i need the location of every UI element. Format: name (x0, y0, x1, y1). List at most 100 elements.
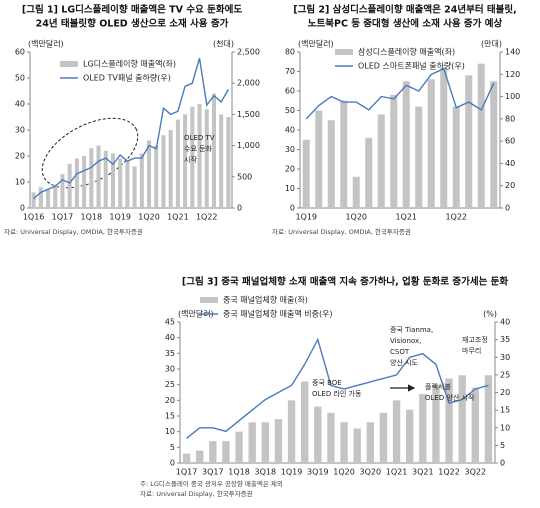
bar (314, 406, 322, 463)
y2-tick-label: 40 (500, 318, 510, 327)
bar (197, 104, 202, 208)
bar (154, 145, 159, 208)
source: 자료: Universal Display, OMDIA, 한국투자증권 (4, 227, 143, 236)
annotation: 양산 시도 (390, 358, 419, 367)
y-tick-label: 70 (285, 67, 295, 76)
bar (484, 375, 493, 463)
x-tick-label: 1Q16 (23, 213, 45, 222)
bar (60, 174, 65, 208)
bar (132, 166, 137, 208)
x-tick-label: 3Q22 (465, 468, 487, 477)
y2-tick-label: 500 (237, 172, 252, 181)
y2-tick-label: 10 (500, 423, 510, 432)
bar (366, 422, 374, 463)
y-tick-label: 40 (285, 126, 295, 135)
bar (432, 384, 440, 463)
note: 주: LG디스플레이 중국 광저우 공장향 매출액은 제외 (140, 479, 283, 488)
x-tick-label: 1Q21 (386, 468, 408, 477)
y2-tick-label: 1,500 (237, 110, 260, 119)
bar (219, 114, 224, 208)
line (186, 337, 489, 439)
bar (209, 441, 217, 463)
y2-tick-label: 40 (505, 159, 515, 168)
y2-axis-label: (%) (483, 310, 497, 319)
x-tick-label: 1Q20 (138, 213, 160, 222)
y-tick-label: 10 (285, 184, 295, 193)
bar (139, 153, 144, 208)
y-axis-label: (백만달러) (178, 309, 214, 319)
bar (477, 63, 485, 209)
bar (315, 110, 323, 208)
bar (46, 189, 51, 208)
chart-title: 24년 태블릿향 OLED 생산으로 소재 사용 증가 (36, 18, 229, 30)
y-tick-label: 45 (165, 318, 175, 327)
x-tick-label: 1Q18 (81, 213, 103, 222)
x-tick-label: 1Q21 (167, 213, 189, 222)
y-tick-label: 60 (15, 48, 25, 57)
y2-tick-label: 120 (505, 70, 520, 79)
bar (103, 150, 108, 208)
bar (196, 450, 204, 463)
line (33, 58, 230, 200)
x-tick-label: 1Q19 (109, 213, 131, 222)
bar (490, 81, 498, 208)
chart-title: [그림 3] 중국 패널업체향 소재 매출액 지속 증가하나, 업황 둔화로 증… (182, 276, 508, 288)
bar (226, 117, 231, 208)
annotation: 재고조정 (462, 335, 488, 344)
y-tick-label: 35 (165, 349, 175, 358)
chart-title: [그림 2] 삼성디스플레이향 매출액은 24년부터 태블릿, (293, 4, 516, 16)
y2-tick-label: 35 (500, 335, 510, 344)
y2-tick-label: 100 (505, 92, 520, 101)
annotation: OLED 양산 시작 (425, 393, 475, 402)
bar (274, 419, 283, 463)
x-tick-label: 3Q19 (307, 468, 329, 477)
legend-label: OLED TV패널 출하량(우) (83, 73, 171, 83)
y2-tick-label: 80 (505, 114, 515, 123)
y2-tick-label: 60 (505, 137, 515, 146)
source: 자료: Universal Display, OMDIA, 한국투자증권 (272, 227, 411, 236)
y-tick-label: 20 (285, 165, 295, 174)
highlight-ellipse (41, 117, 139, 189)
y-tick-label: 50 (285, 106, 295, 115)
chart-title: 노트북PC 등 중대형 생산에 소재 사용 증가 예상 (308, 18, 503, 30)
y-tick-label: 60 (285, 87, 295, 96)
y2-tick-label: 2,500 (237, 48, 260, 57)
bar (301, 381, 309, 463)
x-tick-label: 3Q21 (412, 468, 434, 477)
bar (302, 139, 310, 208)
chart-title: [그림 1] LG디스플레이향 매출액은 TV 수요 둔화에도 (22, 4, 242, 16)
annotation: 마무리 (462, 346, 481, 355)
legend-label: LG디스플레이향 매출액(좌) (83, 59, 176, 69)
x-tick-label: 1Q22 (438, 468, 460, 477)
y-tick-label: 20 (165, 396, 175, 405)
bar (327, 412, 335, 463)
annotation: OLED TV (184, 134, 215, 142)
y-tick-label: 0 (170, 459, 175, 468)
bar (248, 422, 256, 463)
y2-tick-label: 30 (500, 353, 510, 362)
x-tick-label: 1Q17 (176, 468, 198, 477)
annotation: 중국 BOE (312, 379, 342, 387)
bar (287, 400, 296, 463)
bar (31, 192, 36, 208)
y-tick-label: 15 (165, 412, 175, 421)
x-tick-label: 1Q22 (445, 213, 467, 222)
x-tick-label: 1Q17 (52, 213, 74, 222)
bar (96, 145, 101, 208)
y2-tick-label: 140 (505, 48, 520, 57)
x-tick-label: 1Q18 (228, 468, 250, 477)
bar (445, 378, 453, 463)
y-tick-label: 40 (15, 100, 25, 109)
legend-swatch (200, 297, 218, 303)
legend-swatch (335, 49, 353, 55)
line (305, 67, 495, 120)
bar (465, 75, 473, 209)
x-tick-label: 1Q19 (295, 213, 317, 222)
bar (74, 158, 79, 208)
annotation: 시작 (184, 155, 197, 164)
bar (390, 94, 398, 208)
annotation: 수요 둔화 (184, 145, 213, 153)
bar (415, 106, 423, 208)
y-tick-label: 25 (165, 380, 175, 389)
